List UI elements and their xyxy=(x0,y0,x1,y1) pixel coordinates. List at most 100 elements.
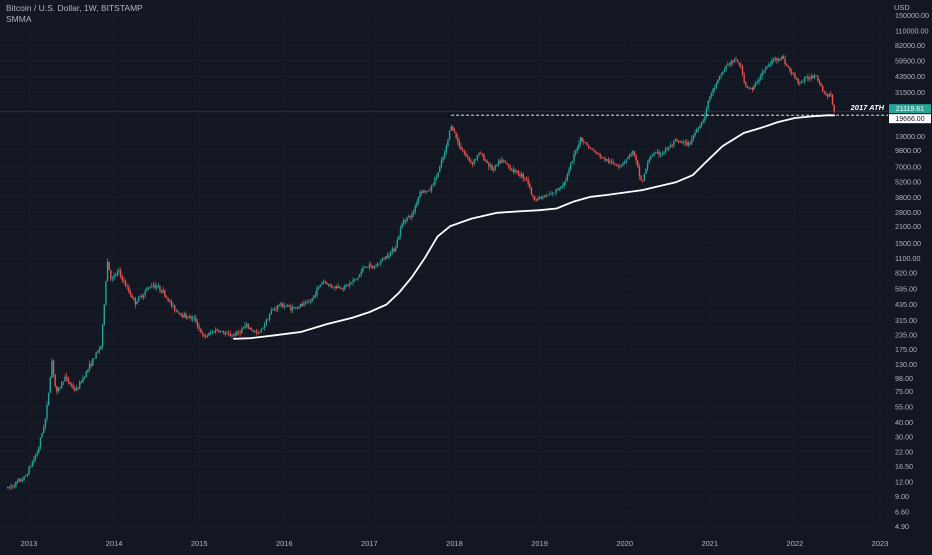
candle-down xyxy=(833,104,835,114)
candle-down xyxy=(748,86,750,91)
candle-up xyxy=(622,161,624,167)
candle-up xyxy=(118,267,120,276)
candle-up xyxy=(687,140,690,148)
candle-down xyxy=(741,64,744,77)
price-tick-label: 3800.00 xyxy=(895,193,921,202)
candle-down xyxy=(288,304,290,308)
candle-up xyxy=(232,333,235,338)
candle-down xyxy=(342,286,344,292)
candle-up xyxy=(43,424,45,434)
candle-down xyxy=(347,284,349,287)
candle-up xyxy=(296,306,299,310)
price-tick-label: 150000.00 xyxy=(895,11,929,20)
candle-down xyxy=(160,289,163,294)
candle-up xyxy=(538,195,541,200)
candle-up xyxy=(430,184,433,194)
candle-down xyxy=(515,169,518,174)
candle-up xyxy=(193,314,195,322)
smma-value-tag: 19666.00 xyxy=(889,114,931,124)
candle-up xyxy=(411,210,413,221)
svg-text:19666.00: 19666.00 xyxy=(895,116,924,123)
candle-up xyxy=(16,478,19,485)
candle-up xyxy=(162,286,164,294)
candle-up xyxy=(137,296,140,303)
candle-down xyxy=(463,149,466,156)
candle-down xyxy=(614,162,616,166)
candle-down xyxy=(367,266,369,268)
candle-down xyxy=(314,291,317,299)
candle-up xyxy=(674,138,677,142)
candle-up xyxy=(103,304,105,327)
candle-down xyxy=(831,94,834,106)
candle-down xyxy=(455,132,457,140)
candle-up xyxy=(299,303,302,308)
candle-down xyxy=(324,280,326,284)
candle-up xyxy=(569,162,572,171)
candle-up xyxy=(645,168,647,175)
candle-up xyxy=(434,176,436,187)
candle-down xyxy=(237,329,240,336)
candle-down xyxy=(789,67,791,74)
candle-up xyxy=(758,76,760,86)
time-tick-label: 2013 xyxy=(21,539,38,548)
candle-down xyxy=(11,484,14,490)
price-tick-label: 110000.00 xyxy=(895,26,928,35)
candle-down xyxy=(826,93,829,100)
candle-up xyxy=(79,379,81,390)
price-tick-label: 9800.00 xyxy=(895,146,921,155)
candle-down xyxy=(457,133,459,146)
candle-down xyxy=(784,55,786,67)
candle-down xyxy=(612,158,614,165)
price-tick-label: 175.00 xyxy=(895,345,917,354)
candle-up xyxy=(18,477,20,483)
candle-up xyxy=(136,300,138,305)
candle-up xyxy=(272,307,274,311)
candle-up xyxy=(375,263,377,268)
candle-down xyxy=(54,374,56,389)
candle-up xyxy=(7,486,9,489)
candle-up xyxy=(412,209,415,217)
candle-down xyxy=(530,186,533,196)
candle-down xyxy=(599,153,601,160)
candle-up xyxy=(648,156,650,164)
grid xyxy=(0,4,888,532)
candle-down xyxy=(642,180,644,183)
candle-up xyxy=(795,76,798,81)
candle-up xyxy=(29,465,32,469)
candle-down xyxy=(794,71,796,80)
candle-down xyxy=(820,82,822,87)
candle-down xyxy=(532,194,534,200)
candle-up xyxy=(97,350,99,354)
price-tick-label: 98.00 xyxy=(895,374,913,383)
candle-up xyxy=(92,358,94,367)
candle-down xyxy=(529,181,531,190)
candle-down xyxy=(676,137,678,143)
candle-up xyxy=(628,153,631,160)
candle-up xyxy=(759,73,762,81)
candle-up xyxy=(579,136,582,147)
candle-down xyxy=(522,172,524,182)
candle-up xyxy=(565,177,567,186)
ath-annotation: 2017 ATH xyxy=(850,103,885,112)
candle-up xyxy=(684,139,686,146)
candle-down xyxy=(825,91,827,97)
candle-down xyxy=(213,331,215,333)
candle-down xyxy=(128,284,130,294)
time-tick-label: 2016 xyxy=(276,539,293,548)
candle-down xyxy=(198,323,200,332)
candle-up xyxy=(632,149,634,157)
candle-up xyxy=(768,62,770,68)
candle-up xyxy=(696,127,698,134)
candle-up xyxy=(317,285,320,291)
candle-up xyxy=(545,193,547,198)
candle-up xyxy=(388,252,390,260)
candle-up xyxy=(291,304,294,314)
candle-up xyxy=(214,327,217,335)
candle-up xyxy=(401,221,403,229)
candle-up xyxy=(64,374,66,382)
candle-down xyxy=(239,329,241,337)
candle-up xyxy=(293,305,295,308)
candle-up xyxy=(245,322,248,329)
